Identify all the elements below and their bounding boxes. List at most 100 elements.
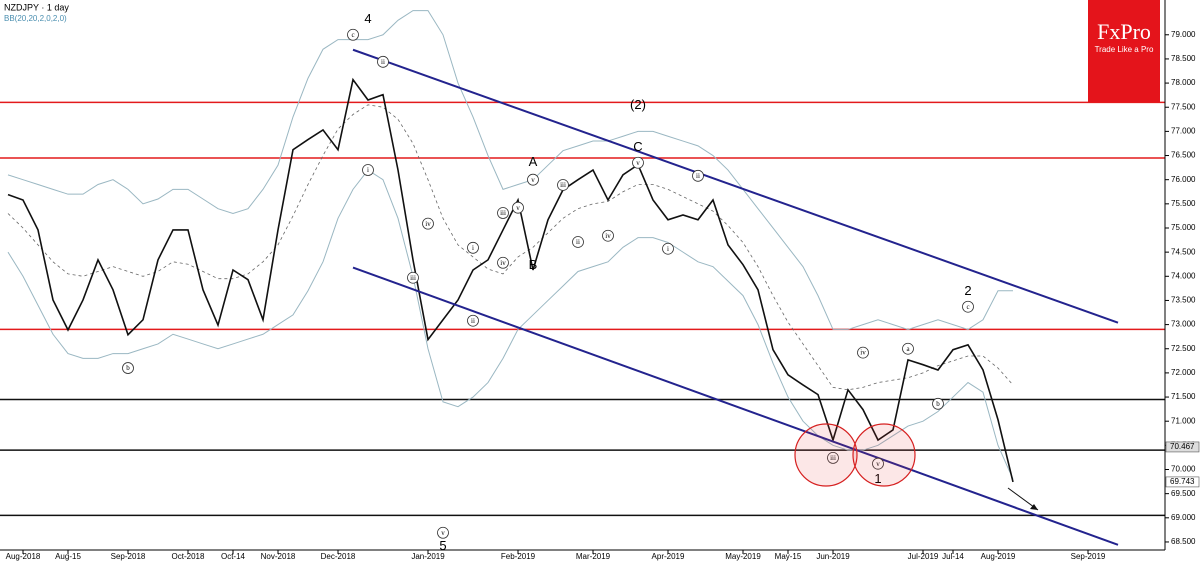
wave-marker [872,457,884,470]
wave-marker-label: iv [425,220,431,228]
x-tick-label: May-15 [775,552,802,561]
wave-marker-label: iii [830,454,836,462]
x-tick-label: Feb-2019 [501,552,536,561]
wave-marker [932,397,944,410]
wave-marker [827,452,839,464]
wave-marker-label: c [966,303,969,311]
y-tick-label: 78.000 [1171,78,1196,87]
wave-marker [377,55,389,68]
wave-marker [602,229,614,242]
wave-marker [407,271,419,284]
x-tick-label: Aug-15 [55,552,81,561]
y-tick-label: 70.000 [1171,465,1196,474]
series-line [7,10,1013,330]
wave-marker-label: iv [500,259,506,267]
logo-box [1088,0,1160,102]
y-tick-label: 71.000 [1171,416,1196,425]
wave-marker-label: iv [860,349,866,357]
y-tick-label: 76.500 [1171,151,1196,160]
plot-area: 45AB(2)C12bciiiiviiiviiiiiiivvviiiiiivvi… [0,10,1165,553]
x-tick-label: Oct-14 [221,552,246,561]
wave-marker [692,169,704,182]
price-tag [1165,476,1200,488]
wave-marker [467,314,479,327]
arrow-head [1030,504,1038,510]
series-line [7,104,1014,391]
y-tick-label: 75.500 [1171,199,1196,208]
price-tag-label: 69.743 [1170,477,1195,486]
wave-marker [857,346,869,359]
y-tick-label: 74.500 [1171,247,1196,256]
wave-marker-label: iv [605,232,611,240]
y-tick-label: 69.000 [1171,513,1196,522]
wave-marker-label: i [367,166,369,174]
wave-marker-label: iii [560,181,566,189]
highlight-circle [794,423,858,487]
wave-marker-label: ii [381,58,385,66]
wave-marker-label: v [876,460,880,468]
wave-marker [422,217,434,230]
wave-label: 4 [364,11,371,26]
chart-title: NZDJPY · 1 day [4,2,69,12]
wave-marker [347,28,359,41]
wave-marker-label: v [531,176,535,184]
wave-marker [527,173,539,186]
wave-marker [557,179,569,191]
wave-marker-label: iii [500,209,506,217]
series-line [7,169,1014,480]
x-tick-label: Aug-2018 [6,552,41,561]
wave-marker [902,342,914,355]
y-tick-label: 68.500 [1171,537,1196,546]
wave-marker-label: c [351,31,354,39]
x-tick-label: Jul-14 [942,552,964,561]
price-tag-label: 70.467 [1170,442,1195,451]
y-tick-label: 77.500 [1171,102,1196,111]
wave-marker [467,241,479,254]
wave-label: B [529,257,538,272]
y-tick-label: 73.500 [1171,296,1196,305]
wave-marker-label: i [472,244,474,252]
wave-marker-label: iii [410,274,416,282]
wave-marker [962,300,974,313]
x-tick-label: Sep-2018 [111,552,146,561]
logo-tagline: Trade Like a Pro [1095,45,1154,54]
logo-brand: FxPro [1097,19,1151,44]
y-tick-label: 73.000 [1171,320,1196,329]
wave-marker-label: ii [471,317,475,325]
wave-marker-label: v [441,529,445,537]
y-tick-label: 72.500 [1171,344,1196,353]
y-tick-label: 74.000 [1171,271,1196,280]
wave-marker [497,256,509,269]
y-tick-label: 77.000 [1171,126,1196,135]
wave-marker-label: i [667,245,669,253]
x-tick-label: May-2019 [725,552,761,561]
wave-marker-label: b [936,400,940,408]
wave-marker-label: ii [576,238,580,246]
wave-label: (2) [630,97,646,112]
x-tick-label: Aug-2019 [981,552,1016,561]
y-tick-label: 69.500 [1171,489,1196,498]
x-tick-label: Mar-2019 [576,552,611,561]
x-tick-label: Sep-2019 [1071,552,1106,561]
wave-label: 5 [439,538,446,553]
x-tick-label: Dec-2018 [321,552,356,561]
x-tick-label: Oct-2018 [172,552,205,561]
x-tick-label: Nov-2018 [261,552,296,561]
wave-marker [362,164,374,176]
y-tick-label: 78.500 [1171,54,1196,63]
wave-label: A [529,154,538,169]
wave-marker [497,207,509,219]
y-tick-label: 71.500 [1171,392,1196,401]
y-tick-label: 72.000 [1171,368,1196,377]
wave-marker [437,526,449,539]
channel-line [352,266,1119,546]
y-tick-label: 79.000 [1171,30,1196,39]
series-line [7,77,1014,483]
wave-marker [122,362,134,374]
x-tick-label: Jul-2019 [908,552,939,561]
y-tick-label: 75.000 [1171,223,1196,232]
wave-marker-label: b [126,364,130,372]
channel-line [352,48,1119,324]
